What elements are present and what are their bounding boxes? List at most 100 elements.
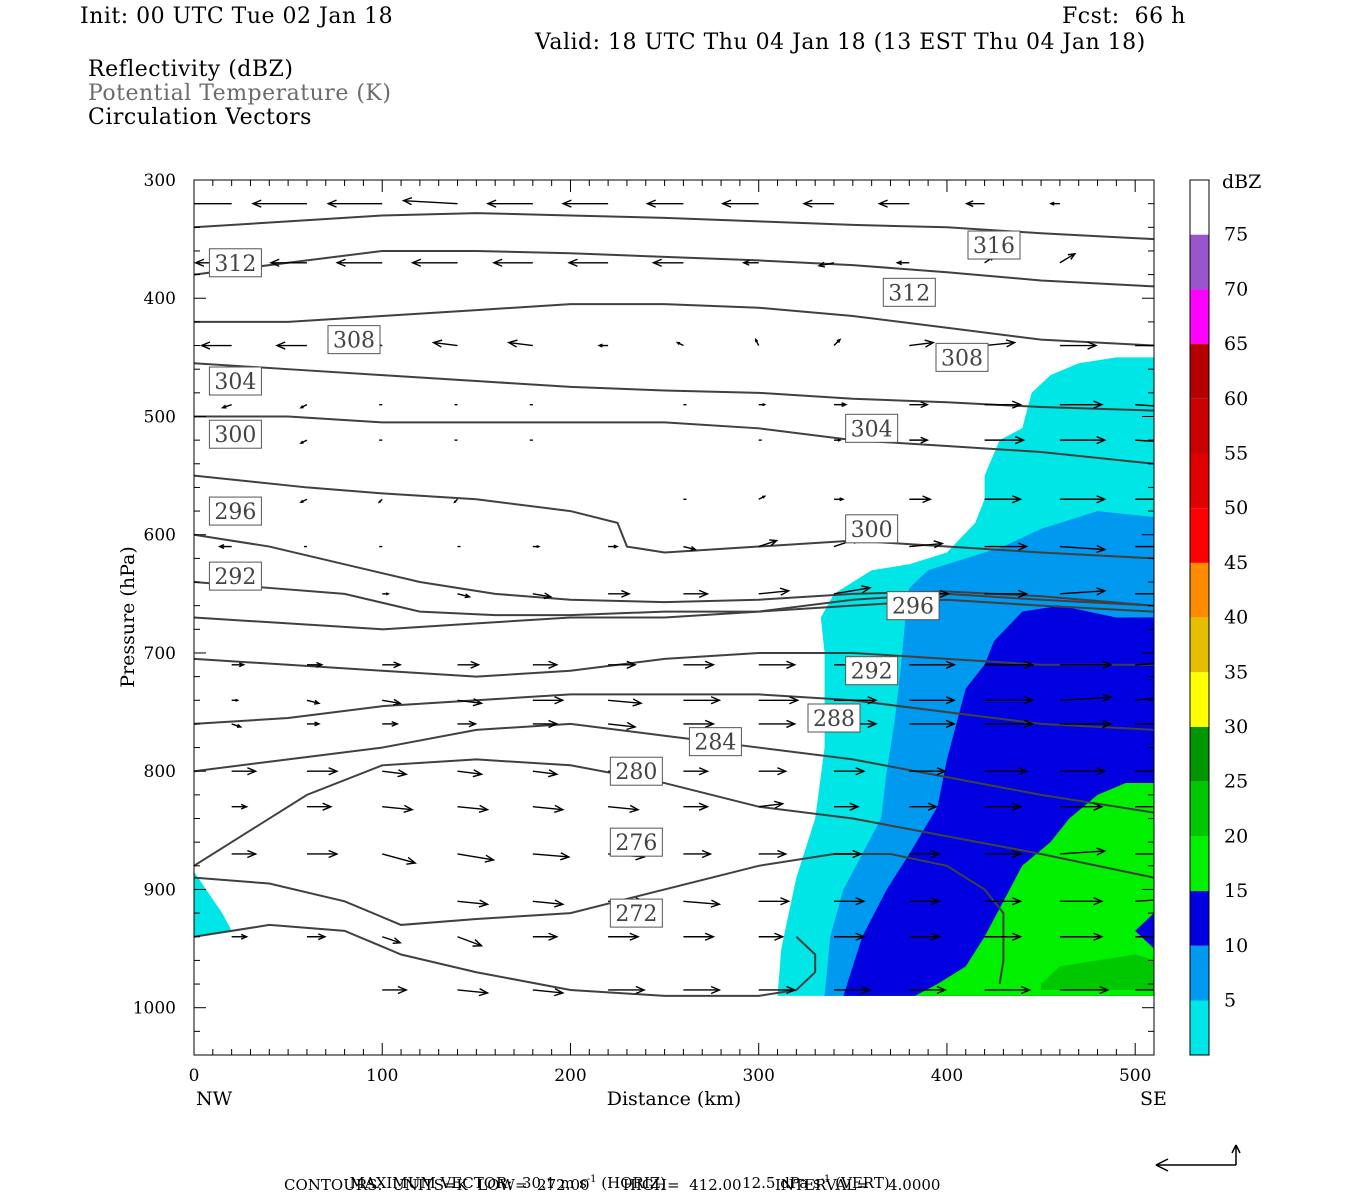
theta-contour-316 [194,362,1154,412]
circulation-vector [382,804,415,814]
circulation-vector [608,589,631,598]
x-tick-label: 100 [366,1066,398,1086]
circulation-vector [1059,693,1113,702]
circulation-vector [984,660,1035,669]
theta-contour-276 [194,852,1005,985]
circulation-vector [231,933,249,940]
circulation-vector [306,721,321,727]
circulation-vector [683,932,716,941]
contour-label: 276 [609,827,663,857]
circulation-vector [1135,663,1154,666]
colorbar-swatch-40 [1190,617,1209,673]
contour-label: 272 [609,898,663,928]
circulation-vector [1135,697,1154,701]
circulation-vector [457,660,481,669]
theta-contour-300 [194,581,1154,617]
circulation-vector [199,341,232,350]
circulation-vector [382,769,409,778]
contour-label-text: 284 [694,731,736,756]
max-vector-vert: (VERT) [830,1174,890,1192]
colorbar-label: 20 [1224,825,1248,847]
circulation-vector [909,897,942,906]
y-axis-label: Pressure (hPa) [117,546,139,688]
circulation-vector [683,802,710,811]
circulation-vector [833,585,872,595]
circulation-vector [306,767,339,776]
contour-label: 296 [886,591,940,621]
theta-contour-324 [194,249,1154,288]
circulation-vector [532,804,565,814]
colorbar-swatch-50 [1190,508,1209,563]
circulation-vector [834,897,866,906]
circulation-vector [231,662,246,668]
circulation-vector [758,767,788,776]
field-potential-temperature: Potential Temperature (K) [88,81,392,106]
circulation-vector [567,258,609,267]
circulation-vector [1135,989,1154,991]
colorbar-label: 30 [1224,716,1248,738]
circulation-vector [683,767,710,776]
circulation-vector [608,932,640,941]
contour-label: 316 [967,230,1021,260]
colorbar-label: 25 [1224,771,1248,793]
field-reflectivity: Reflectivity (dBZ) [88,57,294,82]
colorbar-swatch-55 [1190,453,1209,509]
circulation-vector [683,849,713,859]
y-tick-label: 1000 [133,999,176,1019]
circulation-vector [834,767,866,776]
circulation-vector [457,936,484,947]
circulation-vector [1059,897,1104,906]
circulation-vector [507,339,533,348]
theta-contour-308 [194,474,1154,560]
contour-label-text: 296 [214,500,256,525]
circulation-vector [1049,201,1060,206]
x-tick-label: 400 [931,1066,963,1086]
circulation-vector [382,661,403,669]
contour-label-text: 312 [888,281,930,306]
colorbar-label: 75 [1224,224,1248,246]
circulation-vector [532,769,559,778]
colorbar-label: 50 [1224,497,1248,519]
colorbar-label: 10 [1224,935,1248,957]
circulation-vector [194,202,232,205]
contours-info: CONTOURS: UNITS=K LOW= 272.00 HIGH= 412.… [284,1176,941,1194]
x-axis-label: Distance (km) [607,1088,742,1110]
circulation-vector [758,719,797,729]
circulation-vector [299,498,308,504]
circulation-vector [817,261,835,268]
colorbar-swatch-70 [1190,289,1209,345]
max-vector-vert-value: 12.5 dPa s [742,1174,821,1192]
circulation-vector [984,849,1023,859]
circulation-vector [1059,252,1077,264]
circulation-vector [802,199,834,208]
colorbar-label: 40 [1224,607,1248,629]
circulation-vector [909,660,957,669]
circulation-vector [909,802,939,811]
circulation-vector [909,849,942,859]
circulation-vector [683,719,716,729]
circulation-vector [909,339,936,348]
circulation-vector [758,932,785,941]
circulation-vector [532,899,565,908]
circulation-vector [1059,495,1107,504]
circulation-vector [608,698,643,707]
circulation-vector [532,544,541,549]
circulation-vector [457,804,490,814]
circulation-vector [275,341,307,350]
contour-label-text: 304 [851,417,893,442]
contour-label: 312 [882,277,936,307]
circulation-vector [1135,853,1154,855]
circulation-vector [597,343,609,348]
x-tick-label: 200 [554,1066,586,1086]
circulation-vector [532,988,565,997]
circulation-vector [431,339,458,348]
circulation-vector [683,545,698,552]
colorbar-swatch-35 [1190,672,1209,727]
theta-contour-296 [194,598,1154,631]
forecast-hour: Fcst: 66 h [1062,4,1186,29]
theta-contours [194,212,1154,997]
circulation-vector [1059,767,1107,776]
max-vector-line: MAXIMUM VECTOR: 30.1 m s-1 (HORIZ) 12.5 d… [340,1156,890,1192]
circulation-vector [608,544,619,549]
circulation-vector [909,719,957,729]
